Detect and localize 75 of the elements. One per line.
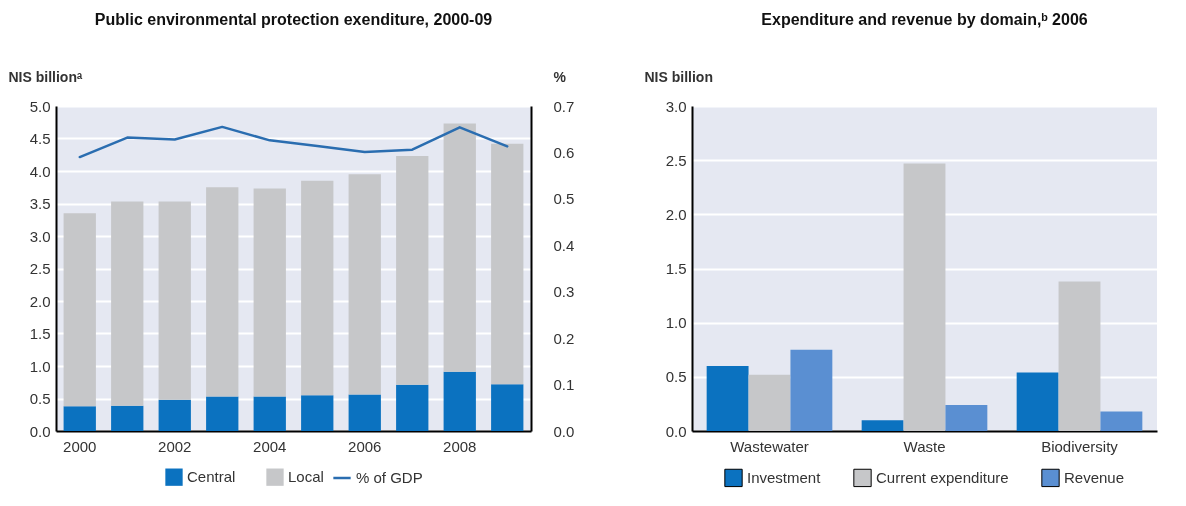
chart-title: Expenditure and revenue by domain,ᵇ 2006 [761,11,1088,28]
y-tick-label: 4.5 [29,130,51,147]
bar [63,406,96,431]
bar [206,396,239,431]
y-tick-label: 3.0 [29,227,51,245]
legend-label: Current expenditure [876,468,1009,486]
y2-tick-label: 0.6 [553,143,575,161]
y-tick-label: 3.0 [665,97,687,115]
bar [1100,411,1143,431]
bar [301,395,334,431]
bar [945,405,988,431]
y2-tick-label: 0.5 [553,190,575,208]
bar [111,201,144,406]
y-tick-label: 1.0 [665,314,687,332]
y2-tick-label: 0.4 [553,236,575,254]
x-tick-label: Wastewater [730,437,809,455]
x-tick-label: 2008 [443,437,477,455]
legend-label: Local [288,468,324,486]
y-tick-label: 1.5 [665,260,687,277]
y2-tick-label: 0.1 [553,376,575,394]
bar [158,399,191,431]
legend-label: Central [187,468,236,486]
y-tick-label: 2.5 [665,151,687,169]
x-tick-label: 2000 [63,437,97,455]
x-tick-label: Waste [903,437,946,455]
y-axis-title: NIS billion [644,68,713,85]
bar [491,143,524,385]
x-tick-label: 2002 [158,437,192,455]
y2-tick-label: 0.0 [553,422,575,440]
y-tick-label: 0.5 [29,390,51,407]
bar [1016,372,1059,431]
bar [443,371,476,431]
x-tick-label: 2006 [348,437,382,455]
bar [301,180,334,396]
line-series [78,125,509,159]
bar [206,187,239,397]
legend-label: Revenue [1064,468,1125,486]
bar [396,384,429,431]
y-tick-label: 2.0 [29,292,51,310]
bar [861,420,904,431]
bar [158,201,191,400]
bar [1058,281,1101,431]
y-tick-label: 0.0 [665,422,687,440]
chart-title: Public environmental protection exenditure, 2000-09 [94,11,493,28]
bar [253,188,286,397]
legend-label: % of GDP [356,469,423,486]
bar [748,374,791,431]
bar [396,156,429,385]
bar [706,366,749,431]
y-tick-label: 0.0 [29,422,51,440]
y-tick-label: 1.0 [29,357,51,375]
bar [491,384,524,431]
y-tick-label: 5.0 [29,97,51,115]
y-tick-label: 2.5 [29,260,51,277]
bar [111,405,144,431]
x-tick-label: Biodiversity [1041,437,1119,455]
y2-tick-label: 0.2 [553,329,575,347]
x-tick-label: 2004 [253,437,287,455]
y2-tick-label: 0.3 [553,283,575,301]
y-tick-label: 1.5 [29,325,51,342]
y2-axis-title: % [553,68,567,85]
bar [63,213,96,407]
bar [903,163,946,431]
bar [348,174,381,395]
y-axis-title: NIS billionᵃ [8,68,83,85]
bar [790,349,833,431]
y-tick-label: 0.5 [665,368,687,386]
y-tick-label: 2.0 [665,205,687,223]
legend-label: Investment [747,468,822,486]
bar [253,396,286,431]
bar [443,123,476,372]
y-tick-label: 3.5 [29,195,51,212]
bar [348,394,381,431]
y2-tick-label: 0.7 [553,97,575,115]
y-tick-label: 4.0 [29,162,51,180]
